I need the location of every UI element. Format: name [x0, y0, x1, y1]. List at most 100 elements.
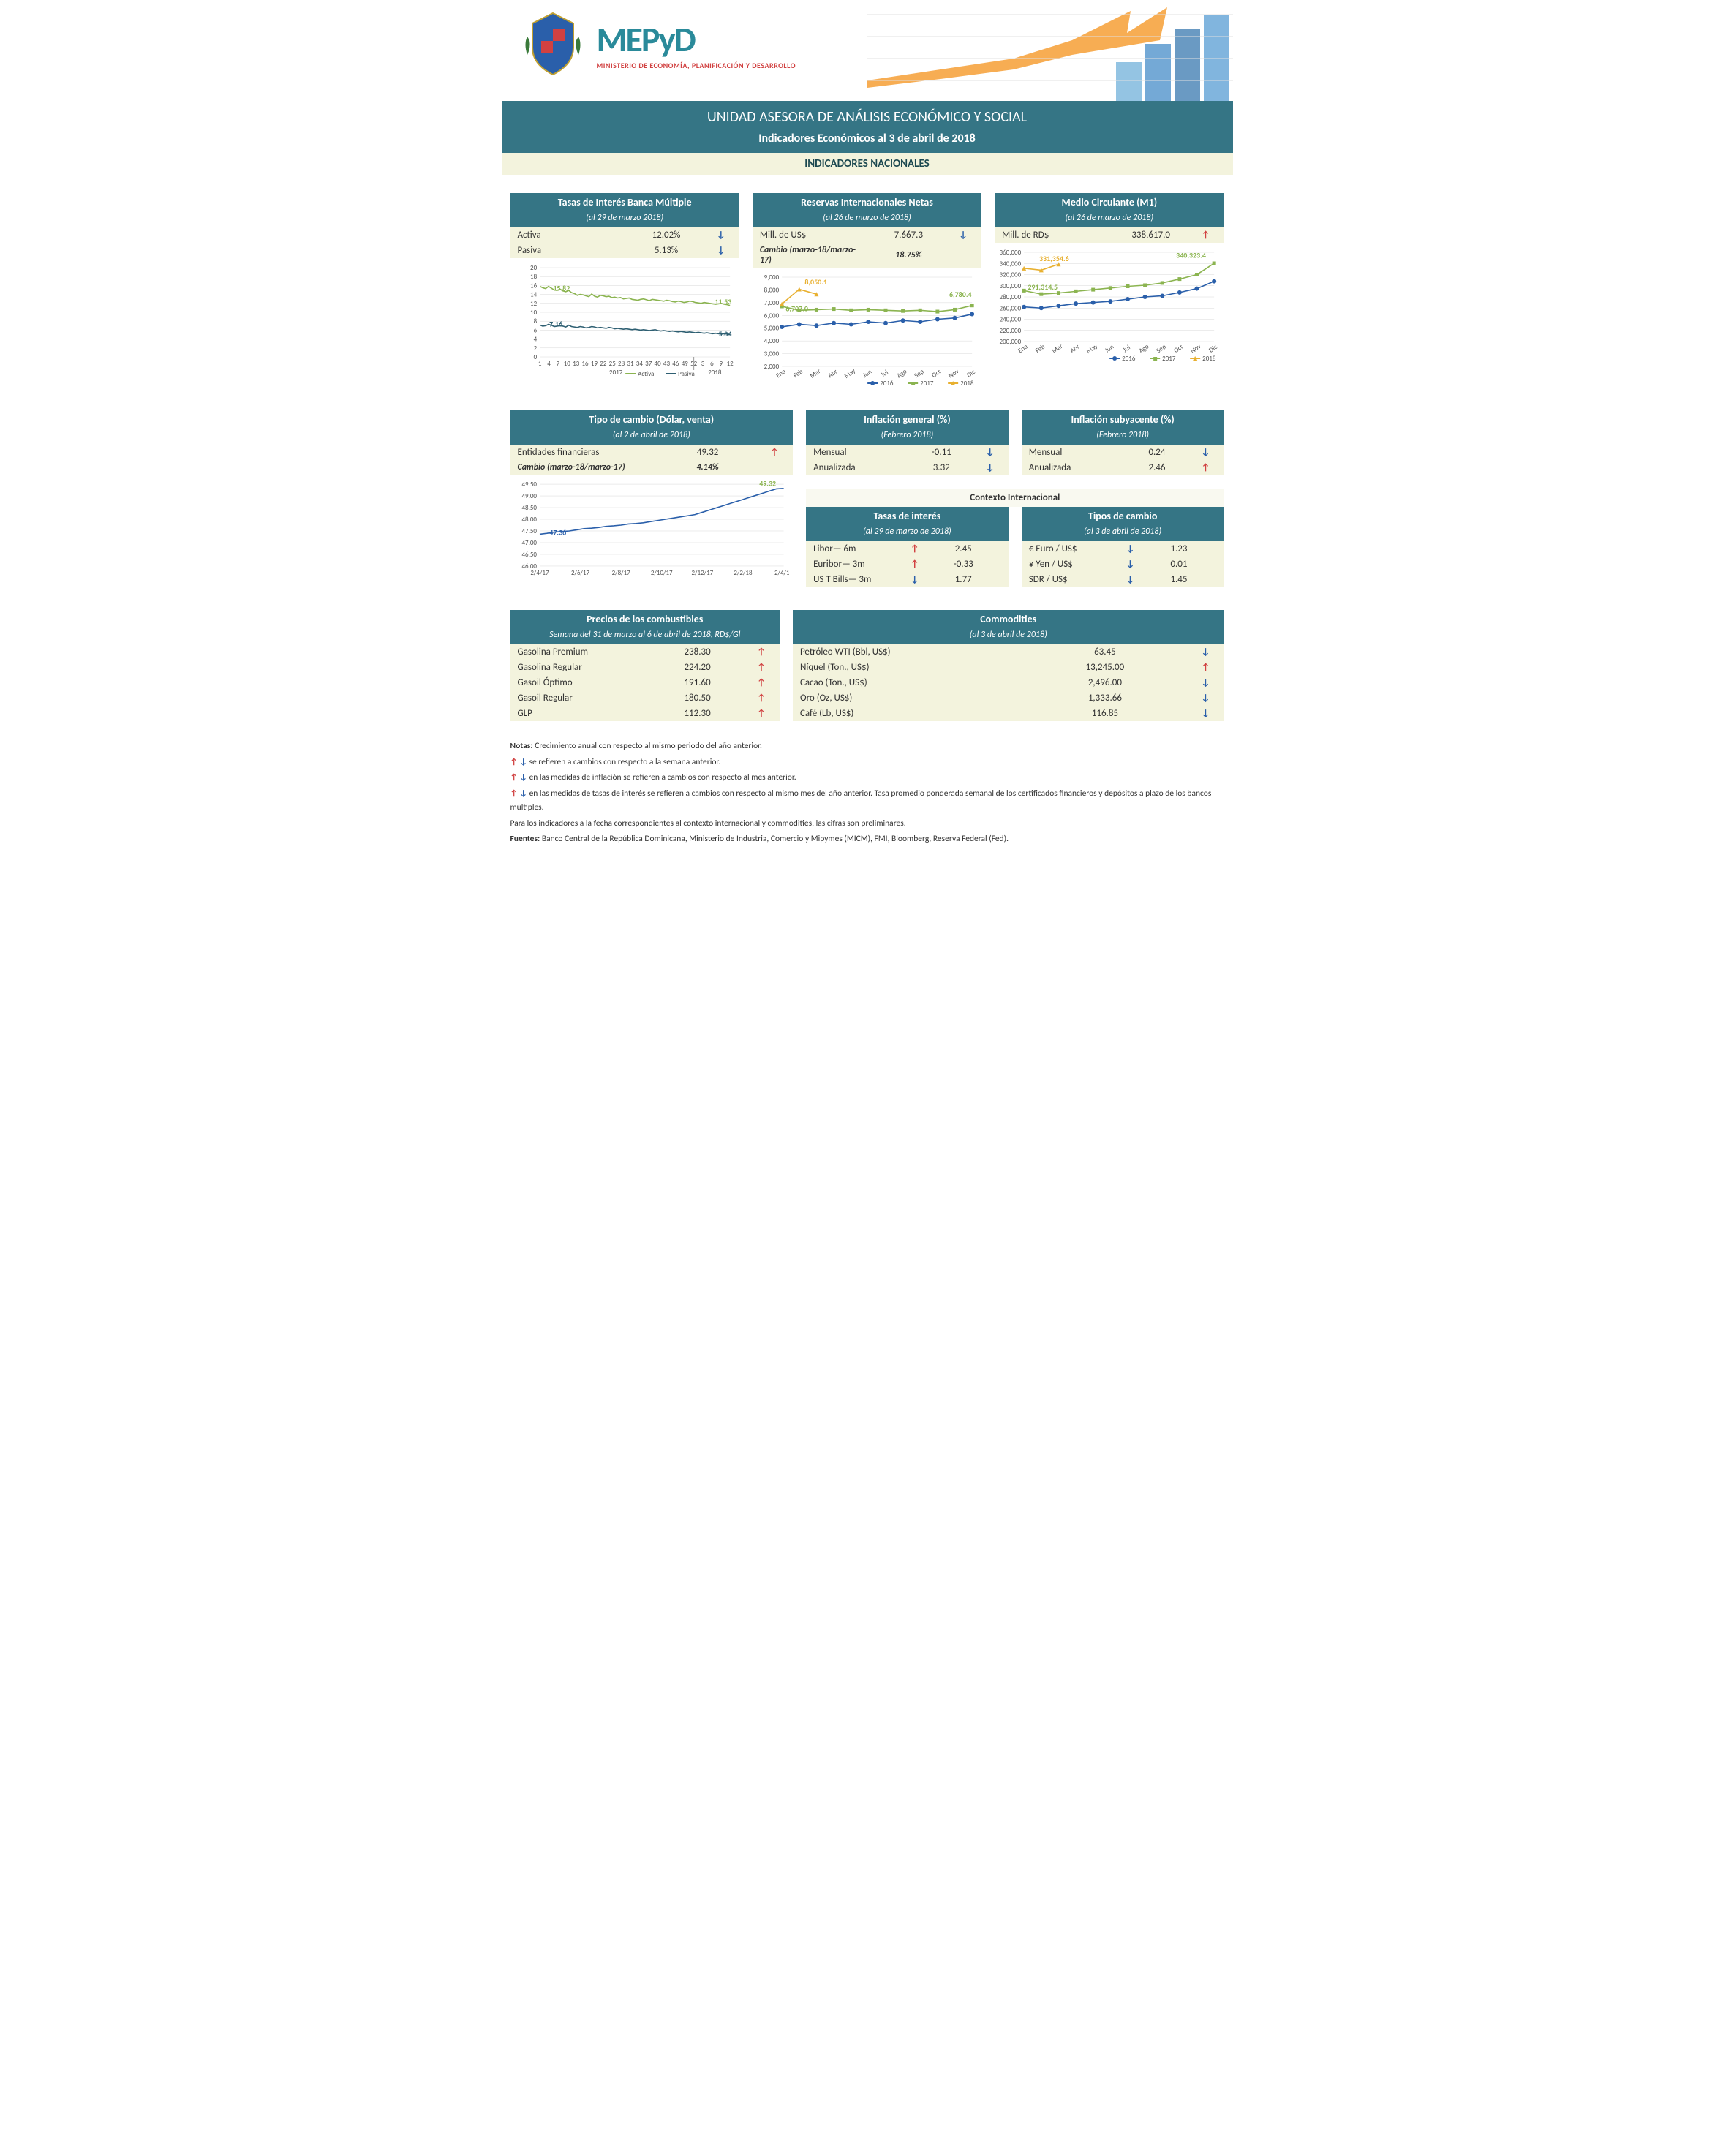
data-row: Petróleo WTI (Bbl, US$)63.45↓	[793, 644, 1224, 660]
logo-text: MEPyD	[597, 18, 796, 61]
svg-text:Dic: Dic	[965, 368, 977, 380]
svg-text:0: 0	[533, 353, 537, 361]
svg-text:31: 31	[627, 360, 634, 368]
svg-text:49.00: 49.00	[521, 492, 537, 500]
arrow-up-icon: ↑	[510, 772, 518, 783]
svg-text:Feb: Feb	[792, 368, 804, 380]
row-label: GLP	[518, 708, 645, 719]
card-m1: Medio Circulante (M1) (al 26 de marzo de…	[995, 193, 1224, 392]
card-date: (al 29 de marzo de 2018)	[806, 525, 1009, 541]
card-inflacion-general: Inflación general (%) (Febrero 2018) Men…	[806, 410, 1009, 475]
context-tipos: Tipos de cambio (al 3 de abril de 2018) …	[1022, 507, 1224, 587]
ministry-subtitle: MINISTERIO DE ECONOMÍA, PLANIFICACIÓN Y …	[597, 61, 796, 70]
svg-text:16: 16	[530, 282, 538, 290]
card-date: Semana del 31 de marzo al 6 de abril de …	[510, 628, 780, 644]
svg-text:5,000: 5,000	[764, 325, 779, 333]
data-row: ¥ Yen / US$↓0.01	[1022, 557, 1224, 572]
row-value: 338,617.0	[1107, 230, 1195, 241]
svg-text:4: 4	[533, 336, 537, 344]
row-value: 1,333.66	[1015, 693, 1194, 704]
note-line: en las medidas de inflación se refieren …	[529, 772, 796, 783]
arrow-down-icon: ↓	[1119, 559, 1141, 570]
svg-text:2: 2	[533, 344, 537, 353]
row-label: Pasiva	[518, 245, 623, 256]
data-row: Pasiva5.13%↓	[510, 243, 739, 258]
arrow-up-icon: ↑	[750, 647, 772, 657]
svg-text:12: 12	[530, 300, 538, 308]
svg-text:2018: 2018	[708, 369, 722, 377]
card-reservas: Reservas Internacionales Netas (al 26 de…	[753, 193, 981, 392]
svg-text:46: 46	[672, 360, 679, 368]
card-date: (al 26 de marzo de 2018)	[753, 211, 981, 227]
svg-text:340,000: 340,000	[1000, 260, 1022, 268]
arrow-down-icon: ↓	[979, 462, 1001, 473]
card-rows: Mill. de US$7,667.3↓Cambio (marzo-18/mar…	[753, 227, 981, 268]
row-label: Cacao (Ton., US$)	[800, 677, 1015, 688]
svg-text:2018: 2018	[1202, 355, 1216, 363]
svg-text:6,707.0: 6,707.0	[785, 304, 808, 313]
row-value: -0.33	[926, 559, 1001, 570]
arrow-down-icon: ↓	[710, 245, 732, 256]
row-value: 4.14%	[652, 462, 764, 472]
card-title: Inflación general (%)	[806, 410, 1009, 429]
card-title: Medio Circulante (M1)	[995, 193, 1224, 211]
svg-text:37: 37	[645, 360, 652, 368]
section-bar: INDICADORES NACIONALES	[502, 153, 1233, 175]
reservas-chart: 2,0003,0004,0005,0006,0007,0008,0009,000…	[756, 271, 978, 388]
arrow-up-icon: ↑	[1195, 462, 1217, 473]
card-rows: Mensual-0.11↓Anualizada3.32↓	[806, 445, 1009, 475]
data-row: € Euro / US$↓1.23	[1022, 541, 1224, 557]
row-value: 0.01	[1141, 559, 1216, 570]
card-combustibles: Precios de los combustibles Semana del 3…	[510, 610, 780, 721]
row-value: 7,667.3	[864, 230, 952, 241]
row-value: 63.45	[1015, 647, 1194, 657]
arrow-up-icon: ↑	[764, 447, 785, 458]
row-value: 224.20	[644, 662, 750, 673]
svg-text:8,000: 8,000	[764, 286, 779, 294]
svg-text:331,354.6: 331,354.6	[1039, 254, 1069, 263]
svg-text:3: 3	[701, 360, 704, 368]
arrow-up-icon: ↑	[750, 693, 772, 704]
data-row: Mill. de RD$338,617.0↑	[995, 227, 1224, 243]
svg-text:47.00: 47.00	[521, 539, 537, 547]
svg-text:6: 6	[710, 360, 714, 368]
card-title: Commodities	[793, 610, 1224, 628]
row-label: Mill. de RD$	[1002, 230, 1107, 241]
row-value: 112.30	[644, 708, 750, 719]
svg-text:14: 14	[530, 291, 538, 299]
data-row: Euribor— 3m↑-0.33	[806, 557, 1009, 572]
page-title: UNIDAD ASESORA DE ANÁLISIS ECONÓMICO Y S…	[502, 108, 1233, 126]
card-title: Precios de los combustibles	[510, 610, 780, 628]
arrow-down-icon: ↓	[1119, 574, 1141, 585]
card-rows: € Euro / US$↓1.23¥ Yen / US$↓0.01SDR / U…	[1022, 541, 1224, 587]
arrow-down-icon: ↓	[1195, 647, 1217, 657]
svg-text:18: 18	[530, 273, 538, 281]
row-label: Gasoil Regular	[518, 693, 645, 704]
row-label: Libor— 6m	[813, 543, 904, 554]
arrow-down-icon: ↓	[520, 772, 527, 783]
row-value: 0.24	[1119, 447, 1194, 458]
note-line: se refieren a cambios con respecto a la …	[529, 757, 721, 767]
data-row: Cambio (marzo-18/marzo-17)18.75%	[753, 243, 981, 268]
arrow-up-icon: ↑	[750, 708, 772, 719]
card-rows: Activa12.02%↓Pasiva5.13%↓	[510, 227, 739, 258]
arrow-down-icon: ↓	[1195, 693, 1217, 704]
svg-text:22: 22	[600, 360, 607, 368]
note-line: Crecimiento anual con respecto al mismo …	[535, 741, 762, 751]
svg-text:2018: 2018	[960, 380, 974, 388]
row-label: Mensual	[1029, 447, 1120, 458]
svg-text:320,000: 320,000	[1000, 271, 1022, 279]
row-label: Anualizada	[1029, 462, 1120, 473]
row-value: 191.60	[644, 677, 750, 688]
card-rows: Mill. de RD$338,617.0↑	[995, 227, 1224, 243]
svg-text:8,050.1: 8,050.1	[804, 277, 827, 287]
card-contexto: Contexto Internacional Tasas de interés …	[806, 489, 1224, 587]
svg-text:260,000: 260,000	[1000, 304, 1022, 312]
page-subtitle: Indicadores Económicos al 3 de abril de …	[502, 132, 1233, 146]
row-label: Cambio (marzo-18/marzo-17)	[518, 462, 652, 472]
svg-text:Oct: Oct	[1172, 343, 1185, 355]
svg-text:Ago: Ago	[1137, 342, 1150, 355]
svg-text:8: 8	[533, 317, 537, 325]
cambio-chart: 46.0046.5047.0047.5048.0048.5049.0049.50…	[514, 478, 790, 588]
arrow-up-icon: ↑	[510, 788, 518, 799]
